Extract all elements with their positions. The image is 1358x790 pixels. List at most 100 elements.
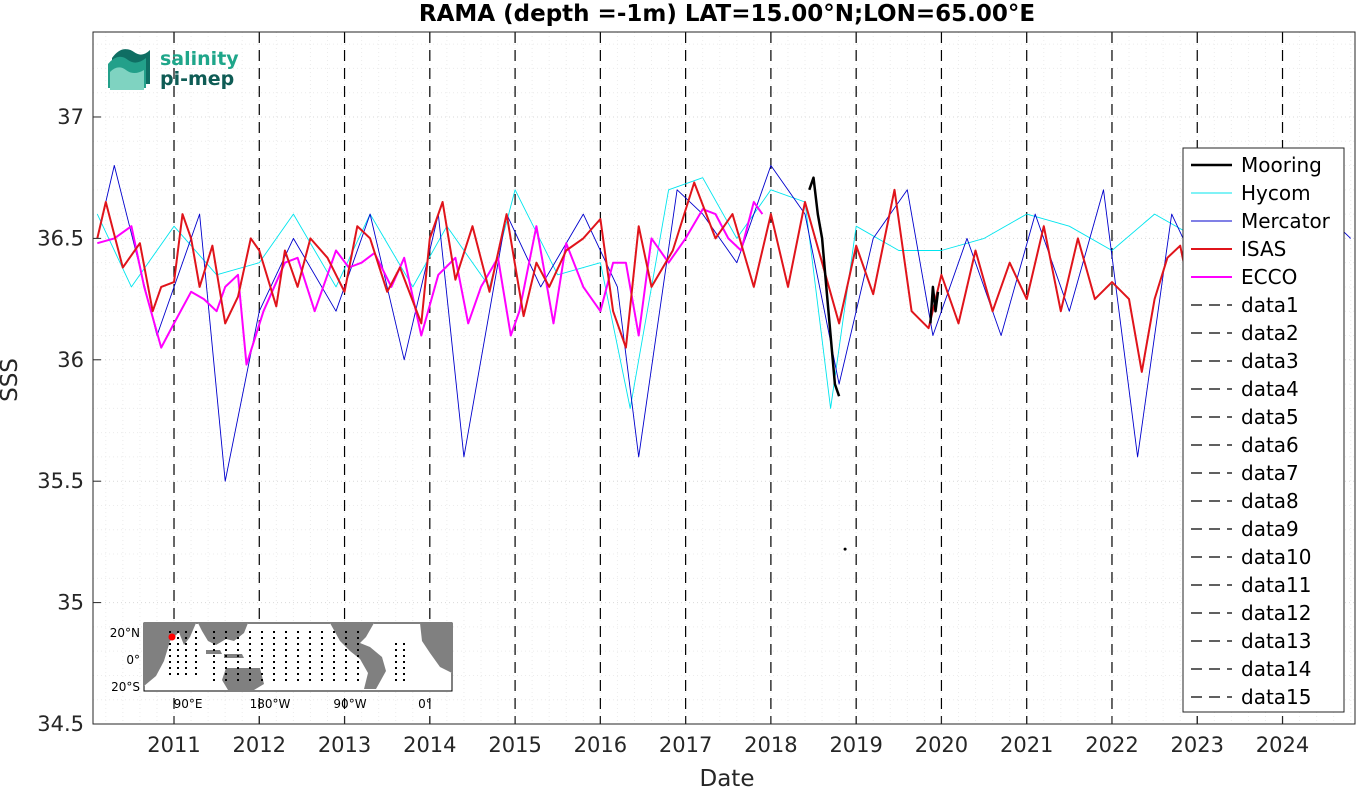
mooring-dot — [345, 661, 347, 663]
mooring-dot — [225, 655, 227, 657]
mooring-dot — [273, 667, 275, 669]
mooring-dot — [297, 649, 299, 651]
mooring-dot — [345, 673, 347, 675]
mooring-dot — [321, 655, 323, 657]
mooring-dot — [213, 679, 215, 681]
mooring-dot — [225, 649, 227, 651]
x-tick-label: 2012 — [233, 733, 286, 757]
mooring-dot — [195, 667, 197, 669]
mooring-dot — [403, 655, 405, 657]
legend-label-mercator: Mercator — [1241, 209, 1331, 233]
mooring-dot — [213, 655, 215, 657]
legend-label-data15: data15 — [1241, 685, 1312, 709]
mooring-dot — [297, 661, 299, 663]
inset-lat-label-20n: 20°N — [110, 626, 140, 640]
mooring-dot — [249, 667, 251, 669]
mooring-dot — [225, 643, 227, 645]
mooring-dot — [403, 679, 405, 681]
mooring-dot — [225, 667, 227, 669]
mooring-dot — [285, 679, 287, 681]
mooring-dot — [403, 673, 405, 675]
series-line-isas — [96, 181, 1199, 373]
inset-map: 20°N 0° 20°S 90°E 180°W 90°W 0° — [110, 622, 453, 711]
mooring-dot — [169, 631, 171, 633]
mooring-dot — [261, 679, 263, 681]
legend-label-data10: data10 — [1241, 545, 1312, 569]
mooring-dot — [345, 649, 347, 651]
inset-map-land — [144, 623, 452, 690]
mooring-dot — [213, 643, 215, 645]
mooring-dot — [273, 649, 275, 651]
mooring-dot — [333, 673, 335, 675]
mooring-dot — [169, 643, 171, 645]
legend-label-hycom: Hycom — [1241, 181, 1311, 205]
mooring-dot — [357, 673, 359, 675]
mooring-dot — [297, 655, 299, 657]
mooring-dot — [261, 631, 263, 633]
x-tick-label: 2019 — [829, 733, 882, 757]
mooring-dot — [249, 649, 251, 651]
x-tick-label: 2013 — [318, 733, 371, 757]
mooring-dot — [395, 661, 397, 663]
y-tick-label: 37 — [57, 105, 84, 129]
mooring-dot — [249, 631, 251, 633]
mooring-dot — [185, 643, 187, 645]
mooring-dot — [225, 673, 227, 675]
mooring-dot — [297, 637, 299, 639]
mooring-dot — [213, 667, 215, 669]
land-indonesia — [206, 650, 244, 658]
mooring-dot — [261, 655, 263, 657]
mooring-dot — [225, 631, 227, 633]
mooring-dot — [321, 643, 323, 645]
mooring-dot — [213, 631, 215, 633]
chart-title: RAMA (depth =-1m) LAT=15.00°N;LON=65.00°… — [419, 1, 1035, 27]
mooring-dot — [395, 643, 397, 645]
logo-text-pi-mep: pi-mep — [160, 68, 234, 90]
legend-label-isas: ISAS — [1241, 237, 1286, 261]
mooring-dot — [357, 643, 359, 645]
mooring-dot — [395, 667, 397, 669]
mooring-dot — [249, 661, 251, 663]
x-tick-label: 2023 — [1171, 733, 1224, 757]
mooring-dot — [249, 655, 251, 657]
mooring-dot — [237, 673, 239, 675]
mooring-dot — [321, 673, 323, 675]
mooring-dot — [185, 631, 187, 633]
mooring-dot — [345, 643, 347, 645]
legend-label-data6: data6 — [1241, 433, 1299, 457]
mooring-dot — [395, 649, 397, 651]
mooring-dot — [403, 661, 405, 663]
mooring-dot — [285, 661, 287, 663]
mooring-dot — [321, 667, 323, 669]
mooring-dot — [333, 643, 335, 645]
mooring-dot — [237, 655, 239, 657]
mooring-dot — [185, 655, 187, 657]
mooring-dot — [237, 649, 239, 651]
series-line-mercator — [96, 165, 1352, 482]
mooring-dot — [297, 643, 299, 645]
mooring-dot — [169, 649, 171, 651]
mooring-dot — [403, 649, 405, 651]
mooring-dot — [177, 673, 179, 675]
x-tick-label: 2016 — [574, 733, 627, 757]
inset-lon-label-90w: 90°W — [333, 697, 366, 711]
mooring-dot — [177, 655, 179, 657]
plot-background — [93, 32, 1355, 724]
mooring-dot — [357, 661, 359, 663]
legend-label-mooring: Mooring — [1241, 153, 1322, 177]
legend-label-data2: data2 — [1241, 321, 1299, 345]
legend-items: Mooring Hycom Mercator ISAS ECCO data1 data2 da… — [1191, 153, 1331, 709]
series-line-ecco — [97, 201, 764, 366]
plot-area: 2011 2012 2013 2014 2015 2016 2017 2018 2019 2020… — [37, 31, 1356, 757]
mooring-dot — [195, 661, 197, 663]
mooring-dot — [309, 649, 311, 651]
mooring-dot — [297, 667, 299, 669]
mooring-dot — [249, 673, 251, 675]
mooring-dot — [195, 655, 197, 657]
y-tick-label: 36 — [57, 348, 84, 372]
series-line-mooring — [929, 285, 940, 324]
legend-label-data4: data4 — [1241, 377, 1299, 401]
mooring-dot — [333, 649, 335, 651]
selected-mooring-marker — [168, 633, 176, 641]
mooring-dot — [195, 643, 197, 645]
